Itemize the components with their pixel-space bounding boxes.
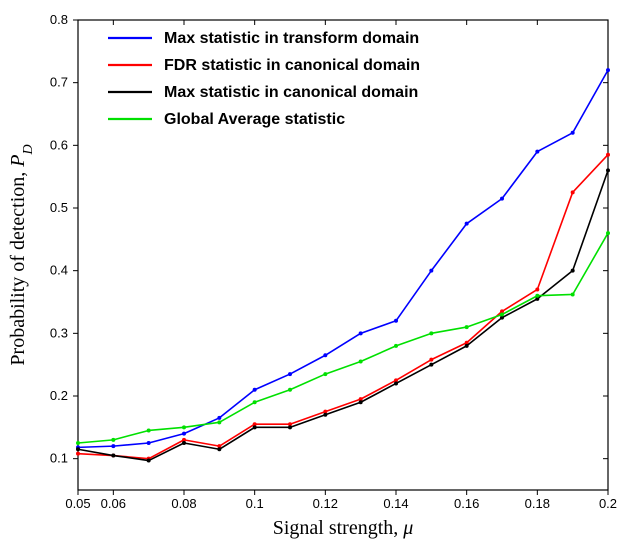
svg-text:0.1: 0.1	[246, 496, 264, 511]
svg-text:0.3: 0.3	[50, 325, 68, 340]
svg-text:0.8: 0.8	[50, 12, 68, 27]
svg-text:0.7: 0.7	[50, 75, 68, 90]
svg-text:Signal strength, μ: Signal strength, μ	[273, 517, 414, 539]
line-chart: 0.05 0.06 0.08 0.1 0.12 0.14 0.16 0.18 0.2 0.1 0.2…	[0, 0, 622, 548]
svg-text:0.05: 0.05	[65, 496, 90, 511]
svg-text:0.1: 0.1	[50, 451, 68, 466]
svg-text:0.16: 0.16	[454, 496, 479, 511]
svg-text:0.2: 0.2	[599, 496, 617, 511]
svg-text:0.12: 0.12	[313, 496, 338, 511]
svg-text:0.5: 0.5	[50, 200, 68, 215]
svg-text:Max statistic in transform dom: Max statistic in transform domain	[164, 30, 419, 47]
svg-text:0.08: 0.08	[171, 496, 196, 511]
svg-text:0.06: 0.06	[101, 496, 126, 511]
svg-text:0.6: 0.6	[50, 137, 68, 152]
svg-text:Max statistic in canonical dom: Max statistic in canonical domain	[164, 84, 418, 101]
svg-text:FDR statistic in canonical dom: FDR statistic in canonical domain	[164, 57, 420, 74]
svg-text:0.18: 0.18	[525, 496, 550, 511]
svg-text:Global Average statistic: Global Average statistic	[164, 111, 345, 128]
chart-container: 0.05 0.06 0.08 0.1 0.12 0.14 0.16 0.18 0.2 0.1 0.2…	[0, 0, 622, 548]
svg-text:0.14: 0.14	[383, 496, 408, 511]
svg-text:0.4: 0.4	[50, 263, 68, 278]
svg-text:0.2: 0.2	[50, 388, 68, 403]
